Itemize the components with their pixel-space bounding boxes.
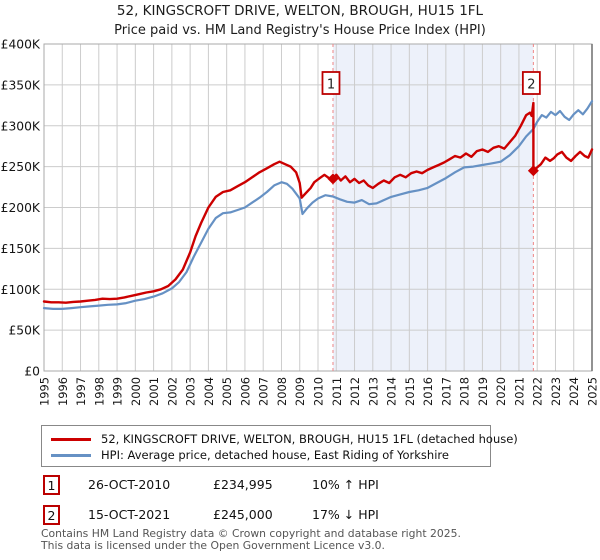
x-axis-tick-label: 2003 — [184, 377, 198, 406]
x-axis-tick-label: 2016 — [421, 377, 435, 406]
legend-label-property: 52, KINGSCROFT DRIVE, WELTON, BROUGH, HU… — [101, 432, 518, 446]
x-axis-tick-label: 2014 — [385, 377, 399, 406]
hpi-line-swatch — [51, 453, 91, 457]
x-axis-tick-label: 2000 — [129, 377, 143, 406]
x-axis-tick-label: 2024 — [567, 377, 581, 406]
sale-number-box — [321, 71, 341, 95]
x-axis-tick-label: 2010 — [312, 377, 326, 406]
x-axis-tick-label: 2011 — [330, 377, 344, 406]
transaction-row-1: 1 26-OCT-2010 £234,995 10% ↑ HPI — [43, 475, 563, 495]
x-axis-tick-label: 2020 — [494, 377, 508, 406]
footer-line-2: This data is licensed under the Open Gov… — [41, 538, 385, 552]
legend-item-hpi: HPI: Average price, detached house, East… — [42, 447, 490, 463]
series-line — [42, 100, 594, 310]
sale-1-badge: 1 — [43, 475, 60, 495]
x-axis-tick-label: 1998 — [92, 377, 106, 406]
sale-2-badge: 2 — [43, 505, 60, 525]
x-axis-tick-label: 2021 — [512, 377, 526, 406]
y-axis-tick-label: £250K — [1, 160, 41, 174]
legend-item-property: 52, KINGSCROFT DRIVE, WELTON, BROUGH, HU… — [42, 431, 518, 447]
sale-1-hpi-delta: 10% ↑ HPI — [312, 477, 379, 492]
y-axis-tick-label: £400K — [1, 38, 41, 52]
property-line-swatch — [51, 437, 91, 441]
sale-marker-diamond — [527, 165, 539, 177]
y-axis-tick-label: £200K — [1, 201, 41, 215]
sale-2-price: £245,000 — [213, 507, 273, 522]
page-subtitle: Price paid vs. HM Land Registry's House … — [114, 23, 486, 38]
y-axis-tick-label: £300K — [1, 119, 41, 133]
license-footer: Contains HM Land Registry data © Crown c… — [41, 528, 461, 551]
x-axis-tick-label: 2012 — [348, 377, 362, 406]
sale-number-label: 1 — [327, 78, 335, 93]
x-axis-tick-label: 2015 — [403, 377, 417, 406]
x-axis-tick-label: 2017 — [439, 377, 453, 406]
page-title: 52, KINGSCROFT DRIVE, WELTON, BROUGH, HU… — [116, 3, 484, 19]
x-axis-tick-label: 2004 — [202, 377, 216, 406]
price-history-chart: 1 2 £0 £50K £100K £150K £200K £250K £300K £350K £4… — [1, 38, 600, 407]
x-axis-tick-label: 1999 — [111, 377, 125, 406]
y-axis-tick-label: £350K — [1, 78, 41, 92]
sale-2-date: 15-OCT-2021 — [88, 507, 171, 522]
x-axis-tick-label: 1995 — [38, 377, 52, 406]
x-axis-tick-label: 2023 — [549, 377, 563, 406]
chart-legend: 52, KINGSCROFT DRIVE, WELTON, BROUGH, HU… — [41, 425, 518, 467]
x-axis-tick-label: 1997 — [74, 377, 88, 406]
x-axis-tick-label: 1996 — [56, 377, 70, 406]
sale-2-hpi-delta: 17% ↓ HPI — [312, 507, 379, 522]
sale-1-date: 26-OCT-2010 — [88, 477, 171, 492]
x-axis-tick-label: 2006 — [238, 377, 252, 406]
x-axis-tick-label: 2001 — [147, 377, 161, 406]
series-line — [42, 101, 594, 304]
sale-number-label: 2 — [527, 78, 535, 93]
legend-label-hpi: HPI: Average price, detached house, East… — [101, 448, 449, 462]
x-axis-tick-label: 2009 — [293, 377, 307, 406]
x-axis-tick-label: 2025 — [586, 377, 600, 406]
x-axis-tick-label: 2013 — [366, 377, 380, 406]
x-axis-tick-label: 2005 — [220, 377, 234, 406]
sale-marker-diamond — [327, 173, 339, 185]
sale-1-price: £234,995 — [213, 477, 273, 492]
y-axis-tick-label: £100K — [1, 283, 41, 297]
y-axis-tick-label: £150K — [1, 242, 41, 256]
footer-line-1: Contains HM Land Registry data © Crown c… — [41, 527, 461, 540]
x-axis-tick-label: 2008 — [275, 377, 289, 406]
y-axis-tick-label: £0 — [24, 365, 40, 379]
x-axis-tick-label: 2022 — [531, 377, 545, 406]
x-axis-tick-label: 2019 — [476, 377, 490, 406]
x-axis-tick-label: 2002 — [165, 377, 179, 406]
x-axis-tick-label: 2007 — [257, 377, 271, 406]
x-axis-tick-label: 2018 — [458, 377, 472, 406]
y-axis-tick-label: £50K — [8, 324, 40, 338]
transaction-row-2: 2 15-OCT-2021 £245,000 17% ↓ HPI — [43, 505, 563, 525]
sale-number-box — [521, 71, 541, 95]
